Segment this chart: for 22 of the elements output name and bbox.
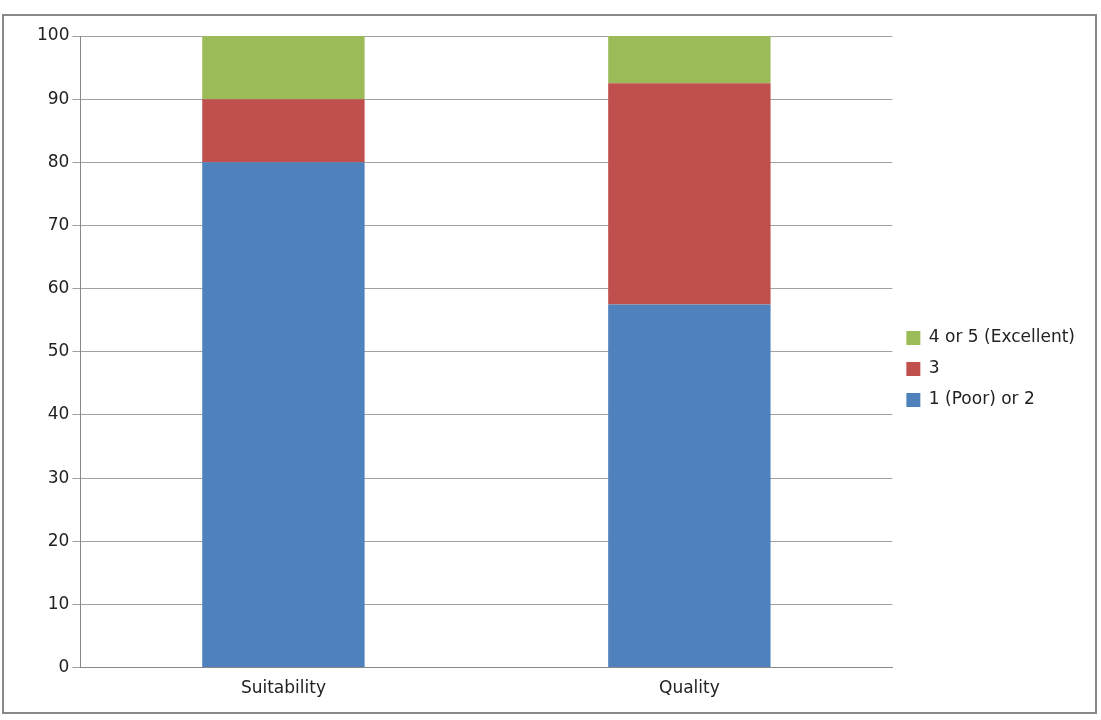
- y-tick-label: 0: [58, 656, 70, 677]
- y-tick-label: 60: [47, 277, 70, 298]
- bar: [202, 99, 365, 163]
- bar: [608, 36, 771, 84]
- y-tick-label: 90: [47, 87, 70, 108]
- legend-label: 3: [928, 357, 940, 378]
- y-tick-label: 40: [47, 403, 70, 424]
- bar: [202, 162, 365, 668]
- y-tick-label: 50: [47, 340, 70, 361]
- x-tick-label: Quality: [659, 677, 720, 698]
- legend-label: 1 (Poor) or 2: [928, 388, 1035, 409]
- bar: [202, 36, 365, 100]
- x-tick-label: Suitability: [240, 677, 326, 698]
- legend-label: 4 or 5 (Excellent): [928, 326, 1075, 347]
- bar: [608, 83, 771, 305]
- y-tick-label: 10: [47, 592, 70, 613]
- y-tick-label: 100: [36, 24, 70, 45]
- y-tick-label: 80: [47, 150, 70, 171]
- bar: [608, 304, 771, 668]
- y-tick-label: 70: [47, 213, 70, 234]
- y-tick-label: 20: [47, 529, 70, 550]
- y-tick-label: 30: [47, 466, 70, 487]
